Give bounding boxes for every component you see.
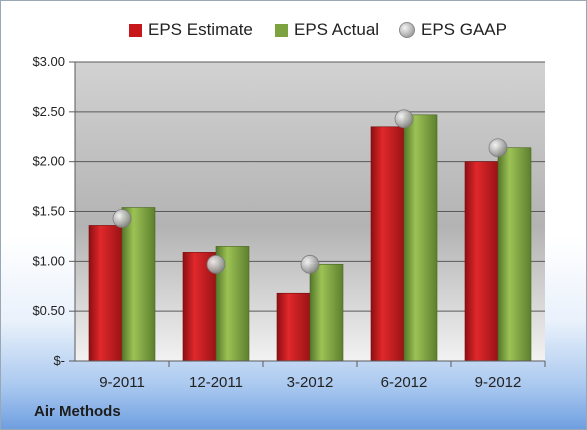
legend-swatch xyxy=(275,23,288,37)
point-eps-gaap xyxy=(394,109,414,129)
legend-item-eps-gaap: EPS GAAP xyxy=(399,18,507,42)
x-tick-label: 9-2012 xyxy=(475,374,522,391)
legend: EPS Estimate EPS Actual EPS GAAP xyxy=(1,18,586,42)
bar-eps-actual xyxy=(403,114,438,362)
bar-eps-estimate xyxy=(464,161,499,362)
legend-label: EPS Actual xyxy=(294,20,380,39)
legend-swatch xyxy=(399,22,415,38)
bar-eps-estimate xyxy=(276,292,311,362)
legend-label: EPS GAAP xyxy=(421,20,507,39)
legend-label: EPS Estimate xyxy=(148,20,253,39)
bar-eps-actual xyxy=(309,264,344,362)
x-tick-label: 6-2012 xyxy=(381,374,428,391)
bar-eps-actual xyxy=(121,207,156,362)
legend-item-eps-estimate: EPS Estimate xyxy=(129,18,253,42)
bar-eps-estimate xyxy=(88,225,123,362)
x-tick-label: 12-2011 xyxy=(189,374,243,391)
y-tick-label: $2.00 xyxy=(32,154,65,169)
y-tick-label: $3.00 xyxy=(32,54,65,69)
bar-eps-estimate xyxy=(370,126,405,362)
x-tick-label: 3-2012 xyxy=(287,374,334,391)
y-tick-label: $1.00 xyxy=(32,253,65,268)
bar-eps-actual xyxy=(497,147,532,362)
y-tick-label: $- xyxy=(53,353,65,368)
point-eps-gaap xyxy=(488,138,508,158)
x-tick-label: 9-2011 xyxy=(99,374,145,391)
point-eps-gaap xyxy=(112,209,132,228)
y-tick-label: $0.50 xyxy=(32,303,65,318)
y-tick-label: $2.50 xyxy=(32,104,65,119)
point-eps-gaap xyxy=(206,254,226,274)
legend-item-eps-actual: EPS Actual xyxy=(275,18,379,42)
legend-swatch xyxy=(129,23,142,37)
y-tick-label: $1.50 xyxy=(32,204,65,219)
point-eps-gaap xyxy=(300,254,320,274)
company-name: Air Methods xyxy=(34,403,121,420)
